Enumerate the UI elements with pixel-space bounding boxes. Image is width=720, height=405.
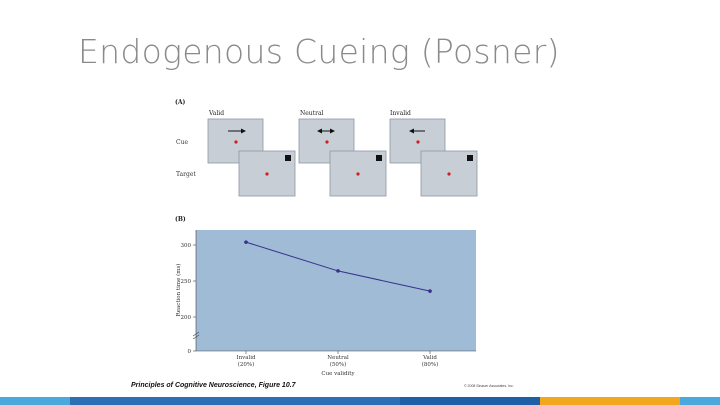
y-tick-0: 0 — [188, 349, 196, 355]
data-point-1 — [336, 269, 340, 273]
figure-credit: Principles of Cognitive Neuroscience, Fi… — [131, 382, 296, 389]
series-layer — [244, 240, 432, 293]
x-tick-sublabel-invalid: (20%) — [238, 361, 255, 368]
fixation-dot — [265, 172, 269, 176]
fixation-dot — [234, 140, 238, 144]
x-tick-sublabel-neutral: (50%) — [330, 361, 347, 368]
y-tick-label-200: 200 — [181, 315, 192, 321]
y-tick-250: 250 — [181, 279, 196, 285]
copyright-notice: © 2008 Sinauer Associates, Inc. — [464, 384, 514, 388]
column-head-neutral: Neutral — [300, 110, 324, 117]
plot-area — [196, 230, 476, 351]
x-axis-ticks: Invalid (20%) Neutral (50%) Valid (80%) — [236, 351, 438, 368]
color-segment — [0, 397, 70, 405]
panel-a-label: (A) — [175, 99, 185, 106]
y-tick-300: 300 — [181, 243, 196, 249]
y-tick-label-300: 300 — [181, 243, 192, 249]
slide-title: Endogenous Cueing (Posner) — [78, 32, 560, 71]
y-tick-label-0: 0 — [188, 349, 192, 355]
row-label-target: Target — [176, 171, 196, 178]
panel-b-label: (B) — [175, 216, 186, 223]
data-point-2 — [428, 289, 432, 293]
color-segment — [400, 397, 540, 405]
neutral-trial — [298, 118, 387, 197]
data-point-0 — [244, 240, 248, 244]
invalid-trial — [389, 118, 478, 197]
y-axis-title: Reaction time (ms) — [175, 264, 182, 317]
y-tick-200: 200 — [181, 315, 196, 321]
fixation-dot — [447, 172, 451, 176]
target-square — [376, 155, 382, 161]
row-label-cue: Cue — [176, 139, 188, 146]
axis-break-icon — [192, 331, 200, 340]
valid-trial — [207, 118, 296, 197]
fixation-dot — [416, 140, 420, 144]
color-segment — [70, 397, 400, 405]
target-square — [285, 155, 291, 161]
x-tick-label-invalid: Invalid — [236, 355, 256, 361]
x-tick-sublabel-valid: (80%) — [422, 361, 439, 368]
color-segment — [540, 397, 680, 405]
column-head-invalid: Invalid — [390, 110, 411, 117]
fixation-dot — [325, 140, 329, 144]
color-segment — [680, 397, 720, 405]
x-tick-label-neutral: Neutral — [327, 355, 349, 361]
x-axis-title: Cue validity — [321, 371, 355, 377]
column-head-valid: Valid — [208, 110, 224, 117]
y-tick-label-250: 250 — [181, 279, 192, 285]
x-tick-label-valid: Valid — [422, 355, 437, 361]
fixation-dot — [356, 172, 360, 176]
target-square — [467, 155, 473, 161]
bottom-color-bar — [0, 397, 720, 405]
